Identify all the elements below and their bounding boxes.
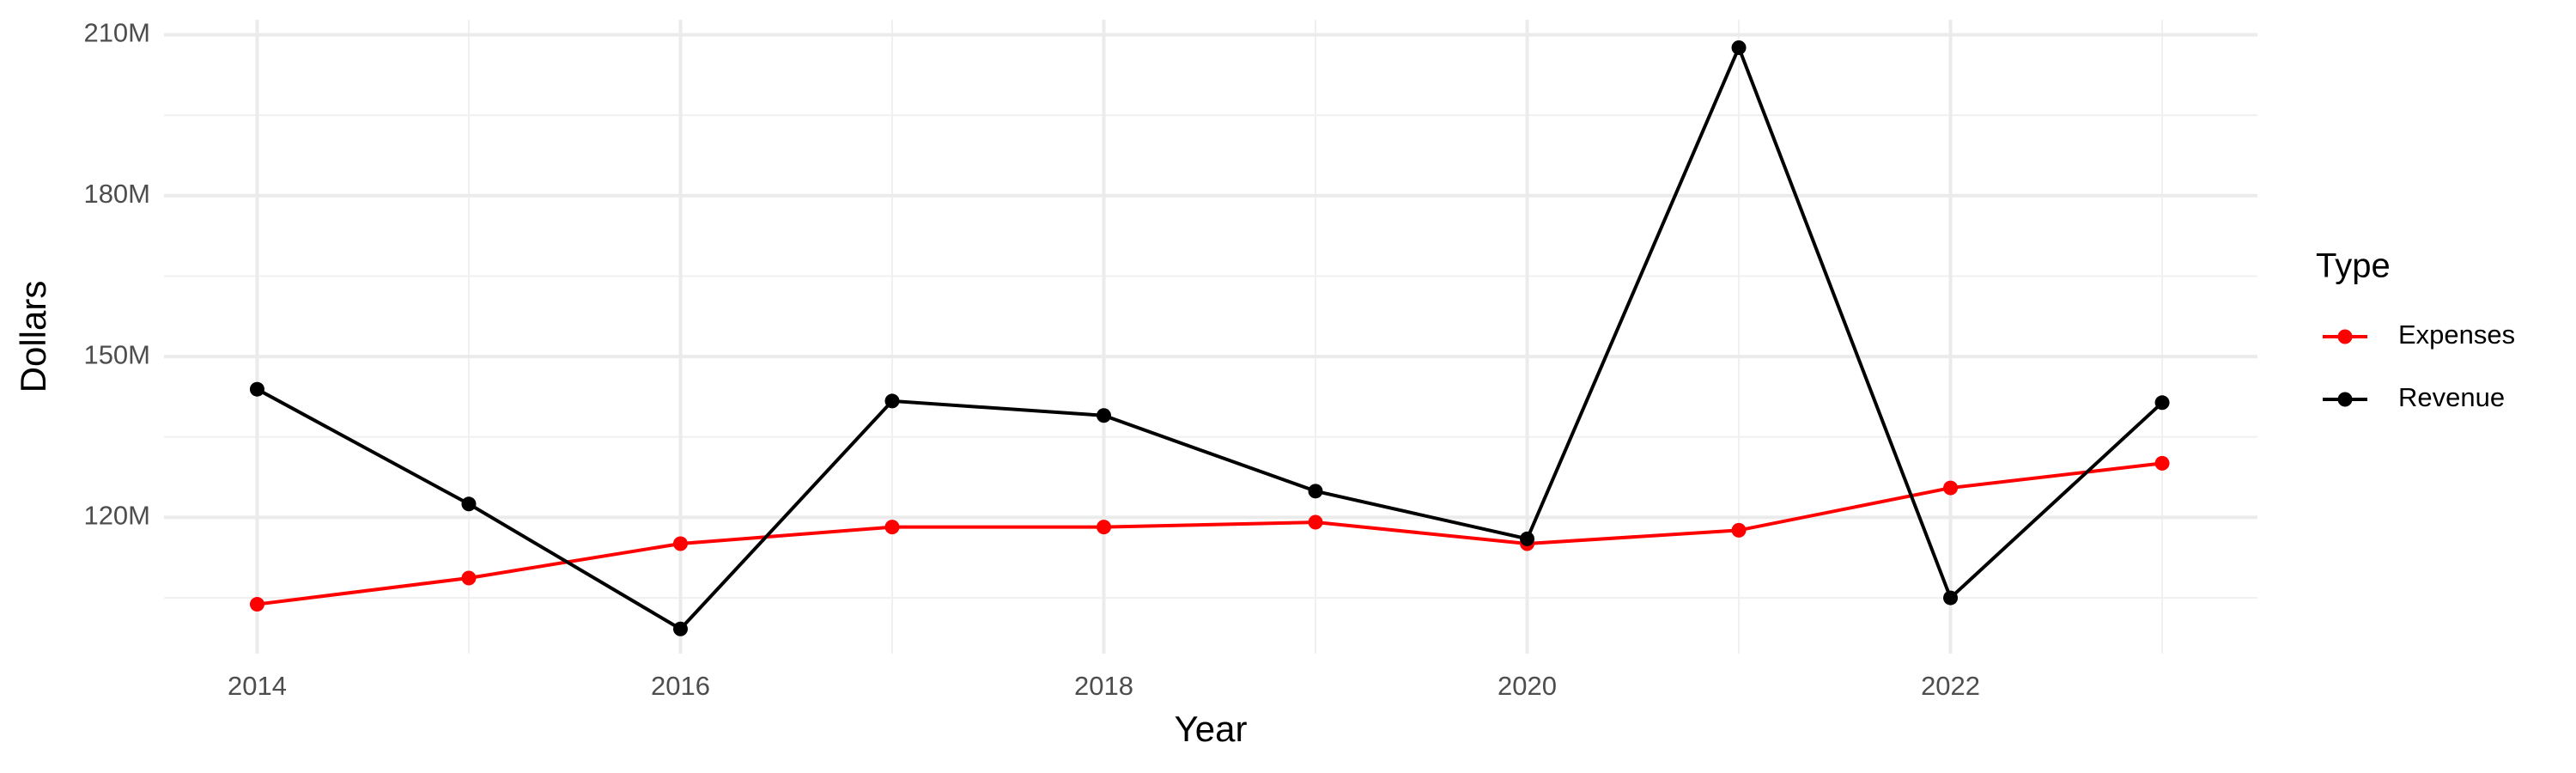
x-tick-label: 2014 xyxy=(228,671,287,701)
series-line xyxy=(257,461,2163,606)
legend-label: Revenue xyxy=(2398,382,2505,412)
data-point xyxy=(249,381,264,397)
x-axis-title: Year xyxy=(1175,709,1248,749)
data-point xyxy=(1731,522,1747,538)
data-point xyxy=(672,621,688,636)
data-point xyxy=(1097,408,1112,423)
data-point xyxy=(2154,395,2170,411)
x-tick-label: 2022 xyxy=(1921,671,1980,701)
legend-title: Type xyxy=(2316,247,2391,285)
data-point xyxy=(1943,590,1959,606)
y-tick-label: 150M xyxy=(83,339,150,369)
data-point xyxy=(672,536,688,551)
data-point xyxy=(884,520,900,535)
legend-point xyxy=(2337,392,2353,407)
y-tick-label: 210M xyxy=(83,18,150,48)
data-point xyxy=(2154,455,2170,471)
data-point xyxy=(1943,480,1959,496)
y-tick-label: 120M xyxy=(83,501,150,531)
data-point xyxy=(1520,531,1535,546)
data-point xyxy=(1308,484,1323,499)
y-axis-title: Dollars xyxy=(13,281,53,393)
data-point xyxy=(461,496,477,512)
data-point xyxy=(1731,40,1747,55)
x-tick-label: 2018 xyxy=(1074,671,1133,701)
data-point xyxy=(1097,520,1112,535)
legend-label: Expenses xyxy=(2398,320,2515,350)
data-point xyxy=(249,597,264,612)
x-tick-label: 2020 xyxy=(1498,671,1557,701)
data-point xyxy=(1308,514,1323,530)
series-line xyxy=(256,43,2164,631)
y-tick-label: 180M xyxy=(83,179,150,209)
legend-point xyxy=(2337,329,2353,344)
data-point xyxy=(884,393,900,409)
x-tick-label: 2016 xyxy=(651,671,710,701)
data-point xyxy=(461,570,477,586)
